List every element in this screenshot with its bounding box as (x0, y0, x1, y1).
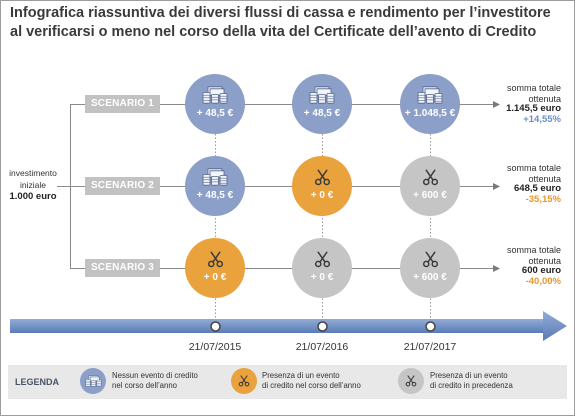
total-return: -35,15% (525, 193, 561, 205)
scenario-label: SCENARIO 2 (85, 177, 160, 195)
cash-flow-circle: + 1.048,5 € (400, 74, 460, 134)
cash-flow-value: + 600 € (413, 271, 447, 283)
total-amount: 600 euro (521, 265, 561, 276)
cash-flow-circle: + 600 € (400, 156, 460, 216)
initial-investment: investimento iniziale 1.000 euro (4, 168, 62, 203)
arrowhead (493, 183, 500, 190)
total-label: ottenuta (528, 93, 561, 104)
money-stack-icon (202, 86, 228, 104)
legend-line: Presenza di un evento (262, 371, 340, 380)
legend-text: Presenza di un evento di credito nel cor… (262, 371, 361, 390)
timeline-node (210, 321, 221, 332)
timeline-date: 21/07/2017 (403, 341, 457, 353)
cash-flow-value: + 48,5 € (196, 107, 234, 119)
money-stack-icon (417, 86, 443, 104)
timeline-date: 21/07/2016 (295, 341, 349, 353)
cash-flow-circle: + 0 € (185, 238, 245, 298)
cash-flow-circle: + 48,5 € (185, 74, 245, 134)
arrowhead (493, 101, 500, 108)
scissors-icon (207, 251, 224, 268)
total-label: ottenuta (528, 255, 561, 266)
legend-text: Nessun evento di credito nel corso dell’… (112, 371, 198, 390)
scenario-label: SCENARIO 3 (85, 259, 160, 277)
total-amount: 648,5 euro (514, 183, 561, 194)
title-line: al verificarsi o meno nel corso della vi… (10, 24, 537, 40)
scissors-icon (422, 251, 439, 268)
legend-line: Presenza di un evento (430, 371, 508, 380)
total-label: somma totale (506, 163, 561, 173)
total-label: somma totale (506, 245, 561, 255)
scenario-label: SCENARIO 1 (85, 95, 160, 113)
investment-label: investimento (9, 168, 57, 178)
cash-flow-circle: + 0 € (292, 238, 352, 298)
total-return: -40,00% (525, 275, 561, 287)
cash-flow-circle: + 48,5 € (185, 156, 245, 216)
total-return: +14,55% (523, 113, 561, 125)
timeline-bar (10, 319, 545, 333)
total-label: ottenuta (528, 173, 561, 184)
cash-flow-value: + 0 € (310, 271, 334, 283)
scissors-icon (422, 169, 439, 186)
timeline-node (317, 321, 328, 332)
scissors-icon (405, 375, 417, 387)
timeline-arrowhead (543, 311, 567, 341)
legend-line: Nessun evento di credito (112, 371, 198, 380)
title-line: Infografica riassuntiva dei diversi flus… (10, 5, 551, 21)
money-stack-icon (202, 168, 228, 186)
legend-swatch (80, 368, 106, 394)
cash-flow-value: + 600 € (413, 189, 447, 201)
cash-flow-circle: + 0 € (292, 156, 352, 216)
scenario-total: somma totale ottenuta 1.145,5 euro +14,5… (481, 83, 561, 125)
legend-swatch (231, 368, 257, 394)
investment-amount: 1.000 euro (9, 191, 57, 202)
money-stack-icon (85, 375, 102, 387)
scenario-total: somma totale ottenuta 600 euro -40,00% (481, 245, 561, 287)
money-stack-icon (309, 86, 335, 104)
scenario-total: somma totale ottenuta 648,5 euro -35,15% (481, 163, 561, 205)
cash-flow-value: + 0 € (310, 189, 334, 201)
legend-text: Presenza di un evento di credito in prec… (430, 371, 513, 390)
cash-flow-circle: + 600 € (400, 238, 460, 298)
cash-flow-value: + 0 € (203, 271, 227, 283)
legend-line: nel corso dell’anno (112, 380, 178, 390)
total-amount: 1.145,5 euro (506, 103, 561, 114)
cash-flow-circle: + 48,5 € (292, 74, 352, 134)
page-title: Infografica riassuntiva dei diversi flus… (10, 4, 551, 42)
scissors-icon (238, 375, 250, 387)
scissors-icon (314, 251, 331, 268)
legend-line: di credito nel corso dell’anno (262, 380, 361, 390)
cash-flow-value: + 1.048,5 € (404, 107, 456, 119)
timeline-date: 21/07/2015 (188, 341, 242, 353)
legend-swatch (398, 368, 424, 394)
cash-flow-value: + 48,5 € (303, 107, 341, 119)
legend-title: LEGENDA (15, 377, 60, 387)
total-label: somma totale (506, 83, 561, 93)
investment-label: iniziale (20, 179, 46, 190)
arrowhead (493, 265, 500, 272)
scissors-icon (314, 169, 331, 186)
timeline-node (425, 321, 436, 332)
cash-flow-value: + 48,5 € (196, 189, 234, 201)
legend-line: di credito in precedenza (430, 380, 513, 390)
